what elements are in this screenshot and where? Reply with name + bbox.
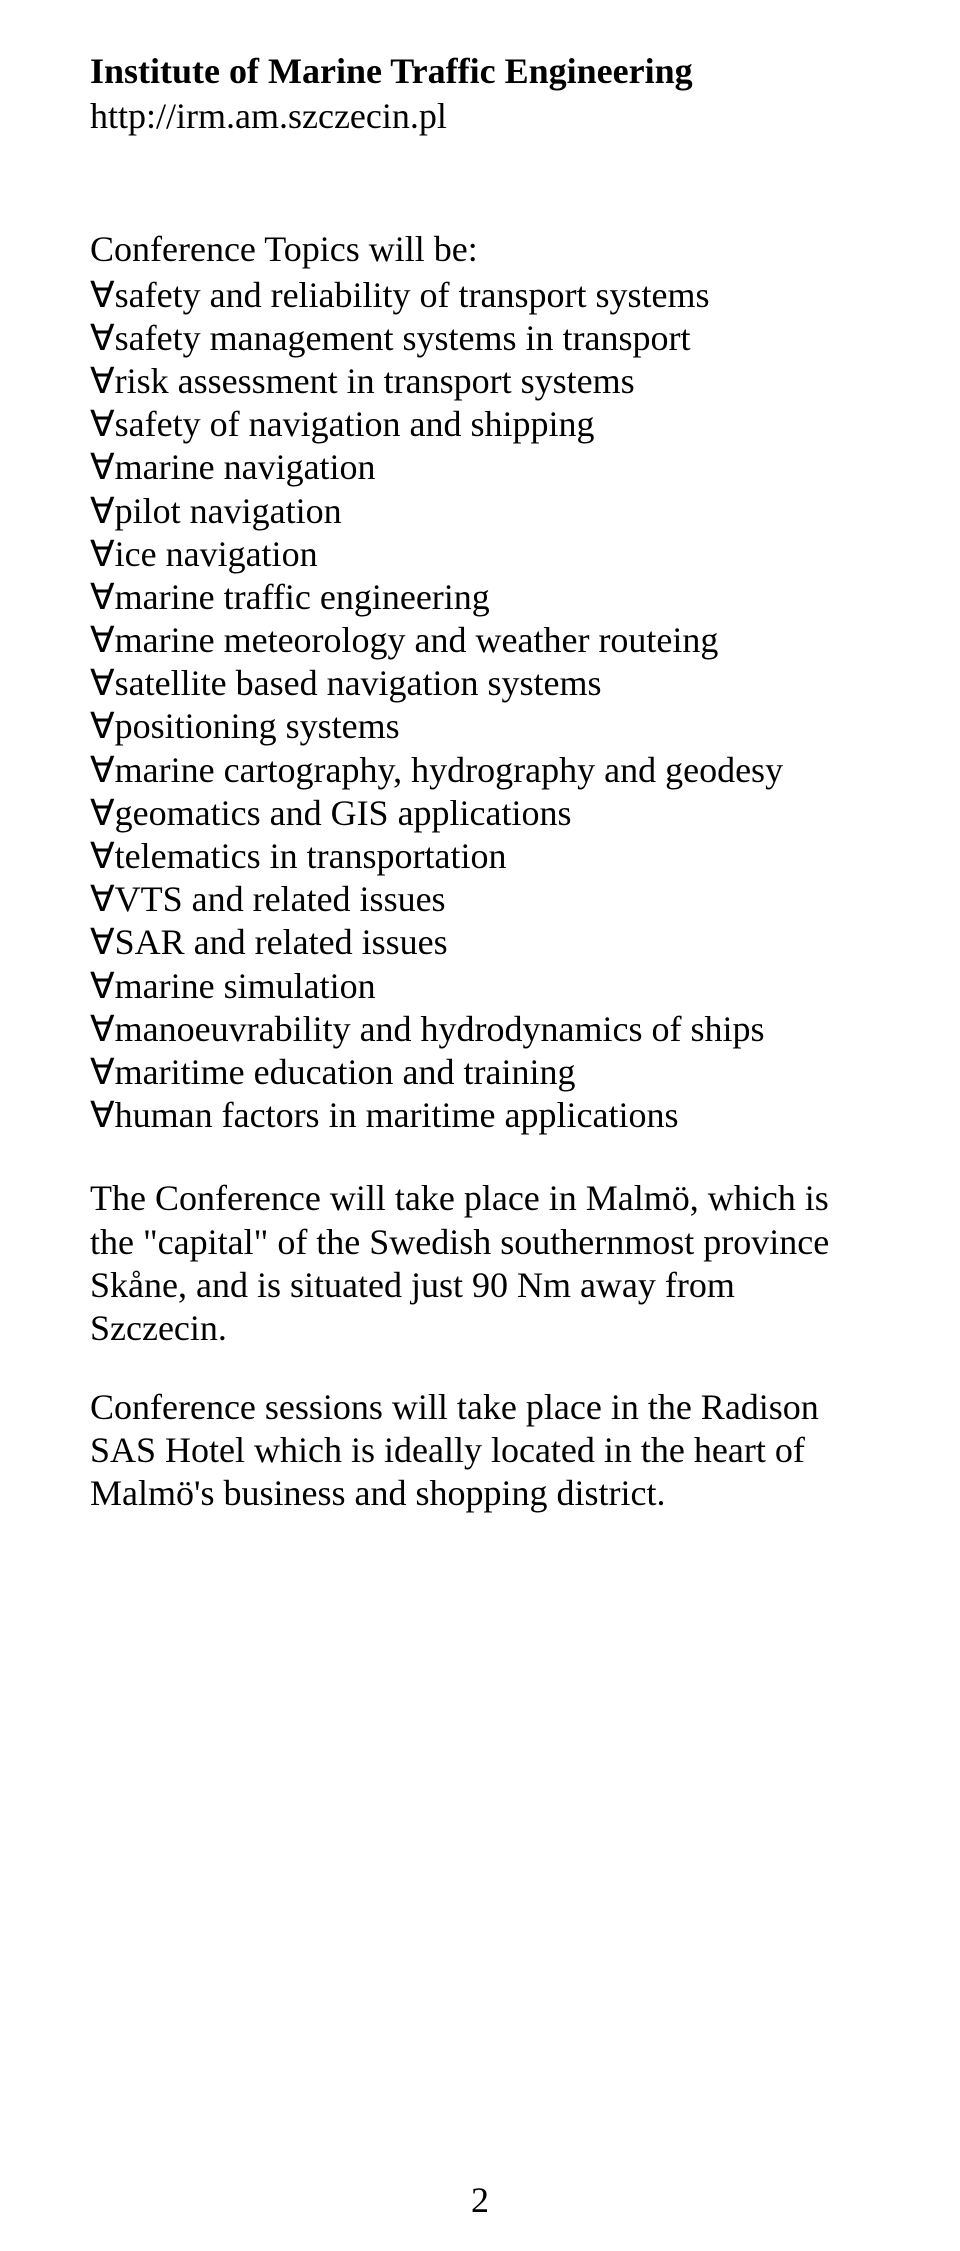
topic-item: ∀positioning systems <box>90 705 870 748</box>
topic-text: human factors in maritime applications <box>115 1094 679 1137</box>
bullet-icon: ∀ <box>90 619 115 662</box>
topic-text: geomatics and GIS applications <box>115 792 572 835</box>
topic-item: ∀ice navigation <box>90 533 870 576</box>
bullet-icon: ∀ <box>90 317 115 360</box>
topic-text: marine meteorology and weather routeing <box>115 619 719 662</box>
bullet-icon: ∀ <box>90 662 115 705</box>
bullet-icon: ∀ <box>90 965 115 1008</box>
topic-item: ∀marine cartography, hydrography and geo… <box>90 749 870 792</box>
topic-item: ∀marine traffic engineering <box>90 576 870 619</box>
topic-item: ∀manoeuvrability and hydrodynamics of sh… <box>90 1008 870 1051</box>
bullet-icon: ∀ <box>90 1094 115 1137</box>
bullet-icon: ∀ <box>90 1051 115 1094</box>
topic-text: marine cartography, hydrography and geod… <box>115 749 783 792</box>
topic-text: VTS and related issues <box>115 878 446 921</box>
paragraph-venue: Conference sessions will take place in t… <box>90 1386 870 1516</box>
topic-item: ∀geomatics and GIS applications <box>90 792 870 835</box>
bullet-icon: ∀ <box>90 878 115 921</box>
bullet-icon: ∀ <box>90 533 115 576</box>
topic-item: ∀VTS and related issues <box>90 878 870 921</box>
bullet-icon: ∀ <box>90 446 115 489</box>
bullet-icon: ∀ <box>90 1008 115 1051</box>
topic-text: positioning systems <box>115 705 400 748</box>
page-url: http://irm.am.szczecin.pl <box>90 95 870 138</box>
topic-text: telematics in transportation <box>115 835 507 878</box>
topic-item: ∀safety management systems in transport <box>90 317 870 360</box>
topic-item: ∀telematics in transportation <box>90 835 870 878</box>
page-title: Institute of Marine Traffic Engineering <box>90 50 870 93</box>
topic-text: maritime education and training <box>115 1051 576 1094</box>
bullet-icon: ∀ <box>90 490 115 533</box>
topic-text: marine navigation <box>115 446 376 489</box>
topic-text: safety management systems in transport <box>115 317 691 360</box>
bullet-icon: ∀ <box>90 921 115 964</box>
topic-item: ∀pilot navigation <box>90 490 870 533</box>
bullet-icon: ∀ <box>90 705 115 748</box>
paragraph-location: The Conference will take place in Malmö,… <box>90 1177 870 1350</box>
topic-text: SAR and related issues <box>115 921 448 964</box>
topic-text: safety of navigation and shipping <box>115 403 595 446</box>
section-intro: Conference Topics will be: <box>90 228 870 271</box>
topic-text: manoeuvrability and hydrodynamics of shi… <box>115 1008 765 1051</box>
topic-text: safety and reliability of transport syst… <box>115 274 710 317</box>
bullet-icon: ∀ <box>90 749 115 792</box>
page-number: 2 <box>471 2179 489 2221</box>
topic-text: pilot navigation <box>115 490 342 533</box>
topic-item: ∀satellite based navigation systems <box>90 662 870 705</box>
bullet-icon: ∀ <box>90 576 115 619</box>
bullet-icon: ∀ <box>90 403 115 446</box>
topic-item: ∀human factors in maritime applications <box>90 1094 870 1137</box>
topic-item: ∀risk assessment in transport systems <box>90 360 870 403</box>
bullet-icon: ∀ <box>90 274 115 317</box>
topic-text: risk assessment in transport systems <box>115 360 635 403</box>
topic-item: ∀marine simulation <box>90 965 870 1008</box>
bullet-icon: ∀ <box>90 835 115 878</box>
topic-item: ∀safety of navigation and shipping <box>90 403 870 446</box>
topic-item: ∀safety and reliability of transport sys… <box>90 274 870 317</box>
topic-item: ∀marine navigation <box>90 446 870 489</box>
topic-text: ice navigation <box>115 533 318 576</box>
topic-item: ∀maritime education and training <box>90 1051 870 1094</box>
topic-item: ∀SAR and related issues <box>90 921 870 964</box>
bullet-icon: ∀ <box>90 360 115 403</box>
topic-text: marine traffic engineering <box>115 576 490 619</box>
topic-item: ∀marine meteorology and weather routeing <box>90 619 870 662</box>
topic-text: marine simulation <box>115 965 376 1008</box>
bullet-icon: ∀ <box>90 792 115 835</box>
topic-text: satellite based navigation systems <box>115 662 602 705</box>
topic-list: ∀safety and reliability of transport sys… <box>90 274 870 1138</box>
